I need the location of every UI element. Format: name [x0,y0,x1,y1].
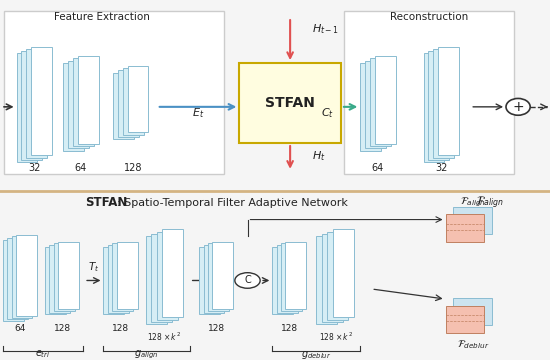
Polygon shape [199,247,220,314]
Polygon shape [162,229,183,318]
Polygon shape [157,232,178,320]
Polygon shape [446,215,484,242]
Text: 32: 32 [28,163,40,173]
Polygon shape [204,245,224,312]
Text: 128: 128 [112,324,130,333]
Text: STFAN: STFAN [265,96,315,110]
Circle shape [235,273,260,288]
Polygon shape [370,58,391,146]
Polygon shape [453,298,492,325]
Polygon shape [112,243,133,311]
Polygon shape [428,51,449,160]
Polygon shape [54,243,75,311]
Text: 32: 32 [435,163,447,173]
Polygon shape [58,242,79,309]
Polygon shape [128,66,148,132]
Text: 128: 128 [124,163,142,173]
Polygon shape [108,245,129,312]
Text: 64: 64 [372,163,384,173]
Polygon shape [45,247,66,314]
Polygon shape [375,56,396,144]
FancyBboxPatch shape [344,12,514,174]
Polygon shape [73,58,94,146]
Text: $e_{tri}$: $e_{tri}$ [35,348,50,360]
Polygon shape [12,237,32,318]
Polygon shape [63,63,84,151]
Polygon shape [146,237,167,324]
Text: 64: 64 [15,324,26,333]
Text: $g_{deblur}$: $g_{deblur}$ [301,348,332,360]
Text: +: + [512,100,524,114]
Text: C: C [244,275,251,285]
Polygon shape [360,63,381,151]
Polygon shape [281,243,302,311]
Text: $T_t$: $T_t$ [88,260,99,274]
Text: $\mathcal{F}_{align}$: $\mathcal{F}_{align}$ [460,196,486,210]
Polygon shape [322,234,343,322]
Text: $C_t$: $C_t$ [321,107,334,120]
Text: $\mathcal{F}_{align}$: $\mathcal{F}_{align}$ [476,194,503,211]
Circle shape [506,98,530,115]
Polygon shape [113,72,134,139]
Polygon shape [327,232,348,320]
Polygon shape [21,51,42,160]
Polygon shape [118,70,139,137]
Polygon shape [68,61,89,148]
Text: STFAN: STFAN [85,196,128,209]
Polygon shape [31,46,52,155]
Polygon shape [333,229,354,318]
Polygon shape [3,240,24,321]
Polygon shape [103,247,124,314]
Polygon shape [50,245,70,312]
Text: $E_t$: $E_t$ [192,107,204,120]
Text: $g_{align}$: $g_{align}$ [134,349,159,360]
Text: 64: 64 [75,163,87,173]
Text: $128\times k^2$: $128\times k^2$ [318,331,353,343]
Polygon shape [123,68,144,135]
Text: : Spatio-Temporal Filter Adaptive Network: : Spatio-Temporal Filter Adaptive Networ… [117,198,348,208]
Polygon shape [272,247,293,314]
Polygon shape [438,46,459,155]
Polygon shape [7,238,28,319]
FancyBboxPatch shape [239,63,341,143]
Polygon shape [424,53,444,162]
Polygon shape [365,61,386,148]
Text: Reconstruction: Reconstruction [390,12,468,22]
Polygon shape [277,245,298,312]
Polygon shape [453,207,492,234]
Polygon shape [208,243,229,311]
Polygon shape [316,237,337,324]
FancyBboxPatch shape [4,12,224,174]
Text: 128: 128 [281,324,299,333]
Text: $\mathcal{F}_{deblur}$: $\mathcal{F}_{deblur}$ [456,338,490,351]
Polygon shape [433,49,454,158]
Text: 128: 128 [208,324,226,333]
Polygon shape [117,242,138,309]
Polygon shape [446,306,484,333]
Polygon shape [285,242,306,309]
Polygon shape [151,234,172,322]
Polygon shape [78,56,99,144]
Polygon shape [26,49,47,158]
Text: $128\times k^2$: $128\times k^2$ [147,331,181,343]
Polygon shape [16,53,37,162]
Text: $H_{t-1}$: $H_{t-1}$ [312,22,339,36]
Text: Feature Extraction: Feature Extraction [54,12,150,22]
Text: 128: 128 [54,324,72,333]
Text: $H_t$: $H_t$ [312,149,326,163]
Polygon shape [16,235,37,316]
Polygon shape [212,242,233,309]
